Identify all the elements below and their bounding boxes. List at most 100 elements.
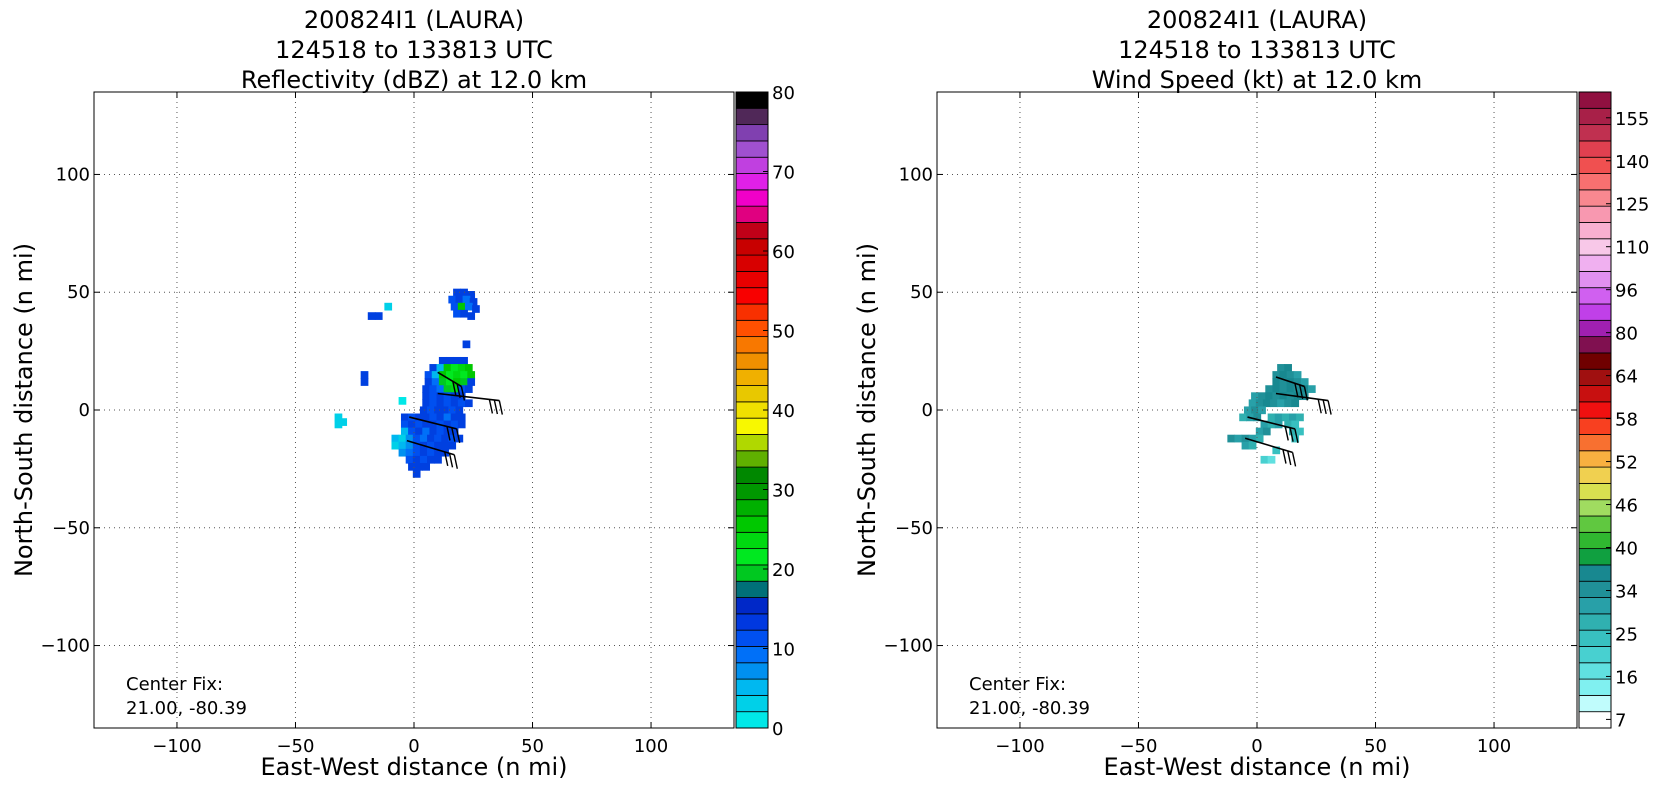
data-cell: [360, 378, 369, 386]
data-cell: [1293, 371, 1302, 379]
data-cell: [443, 385, 452, 393]
colorbar-tick-label: 125: [1615, 195, 1649, 216]
colorbar-segment: [735, 189, 769, 207]
y-tick-label: 0: [79, 400, 90, 421]
data-cells: [1227, 364, 1316, 464]
data-cell: [422, 385, 431, 393]
colorbar-segment: [1578, 107, 1612, 126]
data-cell: [415, 420, 423, 429]
colorbar-segment: [735, 385, 769, 403]
data-cell: [467, 291, 476, 299]
data-cell: [1293, 385, 1302, 393]
data-cell: [1296, 427, 1304, 436]
x-tick-label: −50: [1119, 736, 1157, 757]
center-fix-annotation: 21.00, -80.39: [126, 698, 247, 719]
data-cell: [334, 413, 343, 422]
y-tick-label: 0: [922, 400, 933, 421]
colorbar-tick-label: 58: [1615, 410, 1638, 431]
data-cell: [450, 413, 459, 422]
colorbar-tick-label: 34: [1615, 581, 1638, 602]
data-cell: [450, 364, 459, 372]
data-cell: [450, 302, 459, 311]
data-cell: [1277, 364, 1285, 372]
data-cell: [429, 413, 438, 422]
data-cell: [339, 418, 348, 426]
data-cell: [1274, 413, 1283, 422]
data-cell: [424, 378, 433, 386]
data-cell: [1265, 392, 1274, 401]
data-cell: [1265, 385, 1274, 393]
colorbar-segment: [1578, 254, 1612, 272]
data-cell: [400, 413, 409, 422]
data-cell: [453, 309, 461, 318]
data-cell: [453, 371, 461, 379]
data-cell: [450, 399, 459, 408]
y-axis-label: North-South distance (n mi): [10, 243, 38, 577]
chart-title-line: 124518 to 133813 UTC: [275, 36, 553, 64]
x-tick-label: 0: [408, 736, 419, 757]
data-cell: [436, 364, 445, 372]
data-cell: [457, 302, 466, 311]
grid-lines: [94, 92, 734, 728]
data-cell: [412, 470, 421, 478]
colorbar-segment: [735, 580, 769, 598]
data-cell: [448, 295, 457, 304]
data-cell: [408, 462, 416, 471]
data-cell: [462, 295, 471, 304]
colorbar-tick-label: 7: [1615, 710, 1626, 731]
data-cell: [429, 364, 438, 372]
data-cell: [1279, 392, 1288, 401]
wind-barb: [1244, 437, 1297, 467]
colorbar-tick-label: 70: [772, 163, 795, 184]
data-cell: [1255, 399, 1264, 408]
data-cell: [434, 441, 442, 450]
data-cell: [443, 392, 452, 401]
x-tick-label: −50: [276, 736, 314, 757]
colorbar-segment: [1578, 319, 1612, 338]
y-tick-label: 50: [910, 282, 933, 303]
data-cell: [422, 462, 431, 471]
data-cell: [1251, 392, 1259, 401]
colorbar-segment: [1578, 678, 1612, 696]
data-cell: [1267, 420, 1276, 429]
data-cell: [1289, 413, 1297, 422]
colorbar-segment: [735, 173, 769, 191]
colorbar-segment: [1578, 336, 1612, 354]
data-cell: [1251, 406, 1259, 415]
data-cell: [405, 434, 414, 443]
data-cell: [453, 288, 461, 297]
colorbar-tick-label: 40: [1615, 539, 1638, 560]
data-cell: [455, 295, 464, 304]
colorbar-tick-label: 140: [1615, 152, 1649, 173]
data-cell: [446, 371, 454, 379]
colorbar-segment: [735, 531, 769, 550]
data-cell: [1260, 420, 1269, 429]
data-cell: [427, 455, 435, 464]
colorbar-segment: [735, 222, 769, 240]
colorbar-segment: [1578, 694, 1612, 713]
data-cell: [1272, 385, 1281, 393]
colorbar-segment: [735, 287, 769, 305]
data-cell: [391, 441, 400, 450]
colorbar-segment: [1578, 140, 1612, 158]
data-cell: [405, 448, 414, 457]
data-cell: [1286, 371, 1295, 379]
colorbar-segment: [1578, 156, 1612, 174]
data-cell: [1272, 371, 1281, 379]
colorbar-tick-label: 20: [772, 560, 795, 581]
data-cell: [427, 406, 435, 415]
data-cell: [1248, 441, 1257, 450]
data-cell: [1241, 441, 1250, 450]
data-cell: [436, 385, 445, 393]
colorbar-tick-label: 64: [1615, 367, 1638, 388]
colorbar-segment: [1578, 450, 1612, 468]
colorbar-segment: [735, 564, 769, 582]
data-cell: [1286, 385, 1295, 393]
data-cell: [1300, 392, 1309, 401]
data-cell: [415, 462, 423, 471]
data-cell: [415, 413, 423, 422]
colorbar-segment: [1578, 124, 1612, 142]
colorbar-segment: [735, 694, 769, 713]
colorbar-segment: [1578, 564, 1612, 582]
data-cell: [1267, 455, 1276, 464]
